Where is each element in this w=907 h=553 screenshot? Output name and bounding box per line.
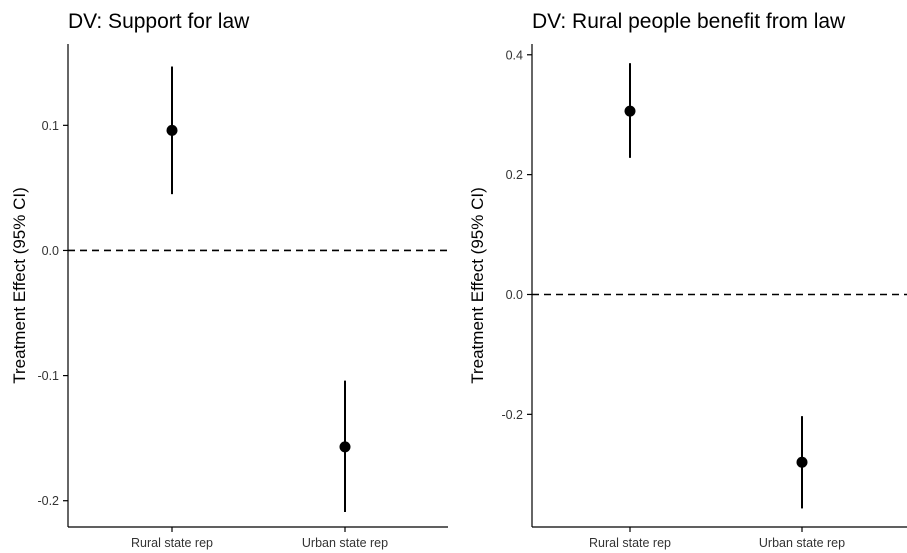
y-tick-label: -0.1 [37,369,59,383]
y-tick-label: 0.1 [42,119,59,133]
point-estimate [166,124,178,136]
point-estimate [796,456,808,468]
y-tick-label: -0.2 [37,494,59,508]
x-tick-label: Rural state rep [131,536,213,550]
chart-panel-2: DV: Rural people benefit from law Treatme… [468,10,907,550]
y-axis-label: Treatment Effect (95% CI) [10,187,29,384]
y-tick-label: 0.0 [506,288,523,302]
y-tick-label: -0.2 [501,408,523,422]
x-tick-label: Urban state rep [759,536,845,550]
chart-title: DV: Support for law [68,10,250,33]
chart-title: DV: Rural people benefit from law [532,10,846,33]
y-tick-label: 0.4 [506,48,523,62]
x-tick-label: Rural state rep [589,536,671,550]
x-tick-label: Urban state rep [302,536,388,550]
y-axis-label: Treatment Effect (95% CI) [468,187,487,384]
y-tick-label: 0.2 [506,168,523,182]
point-estimate [339,441,351,453]
chart-panel-1: DV: Support for law Treatment Effect (95%… [10,10,448,550]
point-estimate [624,105,636,117]
y-tick-label: 0.0 [42,244,59,258]
